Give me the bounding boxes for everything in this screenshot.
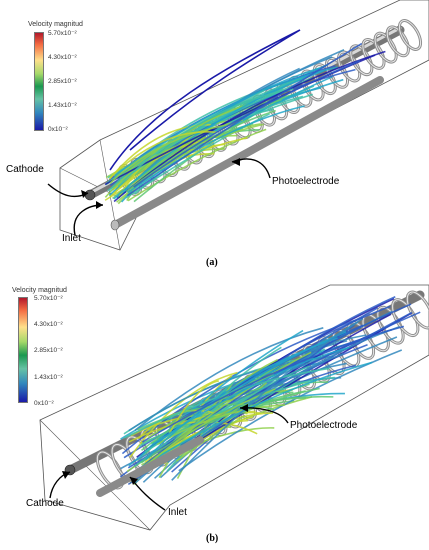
reactor-outline	[59, 0, 429, 251]
colorbar-tick: 0x10⁻²	[48, 126, 68, 133]
reactor-streamline-view-b	[39, 284, 429, 531]
colorbar-tick: 4.30x10⁻²	[48, 54, 77, 61]
streamline	[151, 346, 350, 446]
reactor-edge	[39, 419, 151, 531]
photoelectrode-arrowhead	[232, 158, 240, 166]
colorbar-title: Velocity magnitud	[28, 21, 83, 28]
panel-b: Velocity magnitud 5.70x10⁻² 4.30x10⁻² 2.…	[0, 275, 429, 550]
streamline	[109, 123, 229, 184]
streamline	[162, 311, 421, 452]
photoelectrode-label: Photoelectrode	[272, 176, 340, 187]
inlet-pipe	[111, 76, 384, 229]
coil-ring-highlight	[386, 26, 409, 57]
streamline	[114, 66, 339, 177]
inlet-arrow	[73, 204, 104, 236]
streamline	[131, 351, 312, 479]
panel-b-caption: (b)	[206, 533, 218, 544]
panel-a-caption: (a)	[206, 257, 218, 268]
cathode-arrow	[47, 183, 89, 198]
inlet-arrowhead	[96, 201, 103, 209]
velocity-streamlines	[104, 29, 386, 205]
streamline	[133, 60, 361, 188]
coil-ring-highlight	[406, 291, 429, 329]
inlet-pipe	[96, 436, 204, 497]
cathode-arrowhead	[62, 471, 70, 479]
panel-a-caption-text: (a)	[206, 257, 218, 268]
colorbar-tick: 1.43x10⁻²	[48, 102, 77, 109]
photoelectrode-label: Photoelectrode	[290, 420, 358, 431]
photoelectrode-arrowhead	[240, 404, 248, 412]
inlet-label: Inlet	[62, 233, 81, 244]
cathode-rod-end	[84, 189, 96, 201]
colorbar-tick: 2.85x10⁻²	[34, 347, 63, 354]
streamline	[117, 90, 280, 187]
colorbar	[34, 32, 44, 131]
colorbar-tick: 0x10⁻²	[34, 400, 54, 407]
streamline	[157, 325, 405, 434]
reactor-streamline-view-a	[47, 0, 429, 251]
cathode-label: Cathode	[6, 164, 44, 175]
inlet-pipe-end	[110, 219, 120, 231]
streamline	[127, 105, 305, 194]
streamline	[168, 380, 220, 434]
colorbar-tick: 5.70x10⁻²	[48, 30, 77, 37]
streamline	[145, 337, 338, 461]
reactor-outline	[39, 284, 429, 531]
colorbar	[18, 297, 28, 403]
inlet-label: Inlet	[168, 507, 187, 518]
coil-ring-highlight	[398, 20, 422, 50]
streamline	[109, 131, 218, 179]
cathode-arrowhead	[81, 190, 88, 198]
streamline	[148, 361, 373, 464]
panel-b-caption-text: (b)	[206, 533, 219, 544]
colorbar-tick: 5.70x10⁻²	[34, 295, 63, 302]
colorbar-tick: 2.85x10⁻²	[48, 78, 77, 85]
streamline	[171, 321, 359, 481]
streamline	[127, 128, 267, 202]
streamline	[156, 404, 286, 446]
streamline	[129, 371, 238, 458]
streamline	[176, 415, 245, 462]
streamline	[119, 141, 214, 189]
panel-a: Velocity magnitud 5.70x10⁻² 4.30x10⁻² 2.…	[0, 0, 429, 270]
coil-ring-highlight	[374, 32, 397, 63]
streamline	[139, 329, 304, 457]
streamline	[113, 70, 324, 200]
colorbar-tick: 1.43x10⁻²	[34, 374, 63, 381]
streamline	[109, 29, 301, 171]
colorbar-title: Velocity magnitud	[12, 287, 67, 294]
inlet-arrowhead	[130, 477, 138, 485]
streamline	[104, 134, 238, 198]
colorbar-tick: 4.30x10⁻²	[34, 321, 63, 328]
cathode-label: Cathode	[26, 498, 64, 509]
